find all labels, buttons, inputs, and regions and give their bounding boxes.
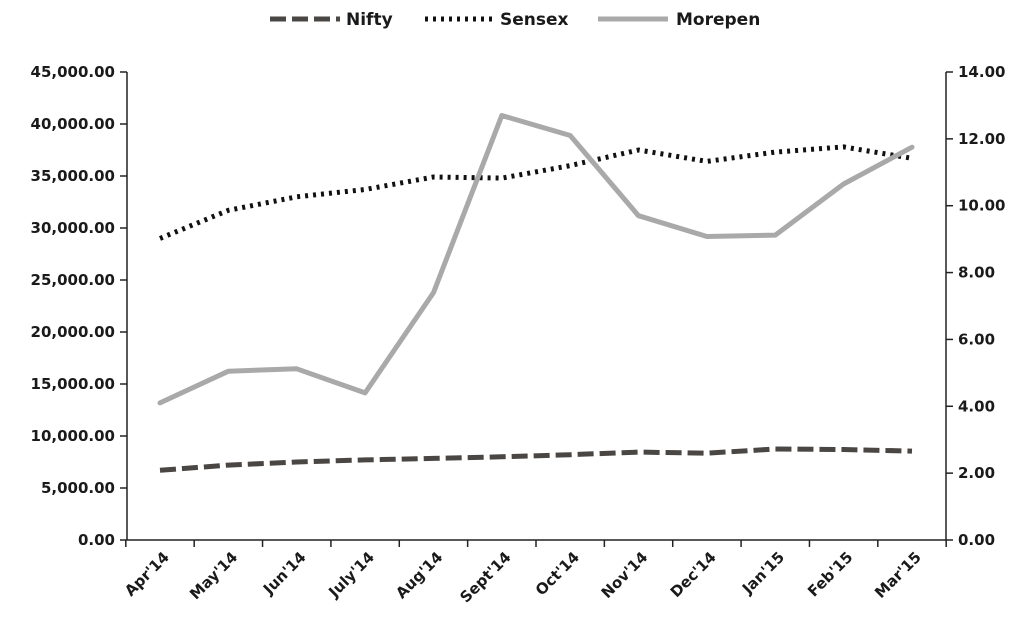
axes: 0.00 5,000.00 10,000.00 15,000.00 20,000.00 2… <box>31 63 1006 549</box>
x-tick-label: Aug'14 <box>392 548 446 602</box>
legend-label-morepen: Morepen <box>676 10 760 30</box>
y-left-tick-label: 0.00 <box>78 531 115 549</box>
y-left-tick-label: 40,000.00 <box>31 115 115 133</box>
y-left-tick-label: 25,000.00 <box>31 271 115 289</box>
legend-label-nifty: Nifty <box>346 10 393 30</box>
y-left-tick-label: 45,000.00 <box>31 63 115 81</box>
legend-label-sensex: Sensex <box>500 10 569 30</box>
series-line-nifty <box>159 446 913 473</box>
series-layer <box>157 113 915 473</box>
x-tick-label: Dec'14 <box>667 548 720 601</box>
y-right-tick-label: 10.00 <box>958 197 1005 215</box>
x-tick-label: Mar'15 <box>871 548 925 602</box>
series-line-sensex <box>159 144 913 241</box>
x-tick-label: Sept'14 <box>456 548 514 606</box>
y-left-tick-label: 30,000.00 <box>31 219 115 237</box>
legend: Nifty Sensex Morepen <box>270 10 760 30</box>
x-tick-label: May'14 <box>186 548 241 603</box>
y-left-tick-label: 35,000.00 <box>31 167 115 185</box>
y-left-tick-label: 20,000.00 <box>31 323 115 341</box>
x-tick-label: Jan'15 <box>738 548 788 598</box>
x-tick-label: Nov'14 <box>598 548 652 602</box>
x-tick-label: Jun'14 <box>259 548 309 598</box>
x-tick-label: July'14 <box>324 548 377 601</box>
x-tick-label: Oct'14 <box>532 548 583 599</box>
x-tick-label: Apr'14 <box>121 548 173 600</box>
y-right-tick-label: 2.00 <box>958 464 995 482</box>
y-right-tick-label: 4.00 <box>958 397 995 415</box>
y-right-tick-label: 6.00 <box>958 330 995 348</box>
y-right-tick-label: 12.00 <box>958 130 1005 148</box>
y-left-tick-label: 5,000.00 <box>41 479 115 497</box>
y-right-tick-label: 14.00 <box>958 63 1005 81</box>
x-tick-label: Feb'15 <box>804 548 856 600</box>
y-right-tick-label: 0.00 <box>958 531 995 549</box>
y-left-tick-label: 15,000.00 <box>31 375 115 393</box>
y-left-tick-label: 10,000.00 <box>31 427 115 445</box>
x-axis-ticks: Apr'14 May'14 Jun'14 July'14 Aug'14 Sept'14 Oc… <box>121 540 947 606</box>
series-line-morepen <box>157 113 915 406</box>
y-right-tick-label: 8.00 <box>958 264 995 282</box>
